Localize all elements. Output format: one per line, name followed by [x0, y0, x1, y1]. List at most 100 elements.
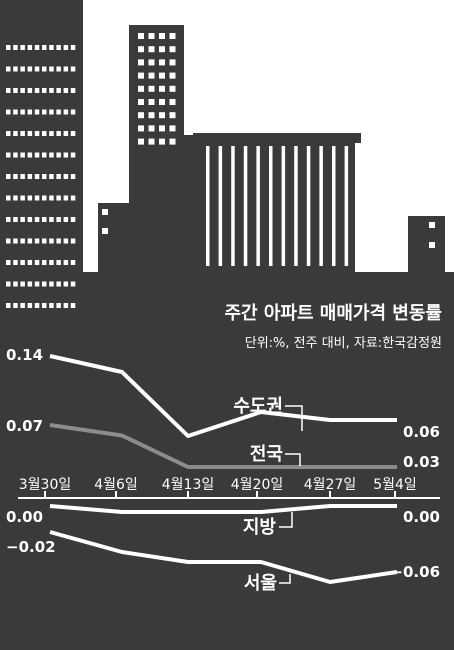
window — [13, 152, 18, 158]
window — [42, 217, 47, 222]
window — [102, 209, 108, 215]
window — [169, 59, 176, 66]
window — [63, 238, 69, 244]
window — [70, 260, 76, 265]
end-value-label: 0.06 — [403, 423, 440, 441]
window — [13, 88, 18, 93]
window — [6, 45, 11, 50]
series-line-서울 — [49, 530, 398, 584]
building-roof — [193, 133, 361, 143]
window — [6, 109, 11, 115]
window-stripe — [319, 146, 323, 266]
window-stripe — [206, 146, 210, 266]
window — [159, 99, 165, 105]
window — [20, 152, 25, 158]
window — [34, 66, 40, 72]
x-tick-label: 4월27일 — [304, 477, 356, 493]
window — [20, 109, 25, 115]
window — [63, 281, 69, 287]
window — [169, 125, 176, 132]
window — [159, 59, 165, 66]
window — [148, 59, 155, 66]
window — [56, 281, 61, 287]
window — [429, 222, 435, 228]
window — [20, 88, 25, 93]
window — [42, 45, 47, 50]
window — [27, 109, 33, 115]
window — [49, 131, 54, 136]
window — [148, 99, 155, 105]
window — [63, 303, 69, 308]
window — [70, 109, 76, 115]
window-stripe — [231, 146, 235, 266]
x-tick-label: 4월13일 — [162, 477, 214, 493]
window — [56, 174, 61, 179]
window — [63, 88, 69, 93]
window — [63, 195, 69, 201]
window — [6, 131, 11, 136]
window — [42, 152, 47, 158]
window — [56, 45, 61, 50]
window — [159, 46, 165, 53]
window — [138, 46, 144, 53]
window — [70, 174, 76, 179]
window — [70, 195, 76, 201]
window-stripe — [256, 146, 260, 266]
window — [169, 46, 176, 53]
window — [20, 260, 25, 265]
window — [6, 303, 11, 308]
x-tick-label: 4월6일 — [94, 477, 138, 493]
series-leader-line — [285, 405, 303, 431]
window — [42, 109, 47, 115]
window — [20, 45, 25, 50]
series-name-label: 수도권 — [233, 396, 283, 417]
window — [56, 303, 61, 308]
window — [20, 281, 25, 287]
end-value-label: −0.06 — [390, 563, 440, 581]
window — [42, 131, 47, 136]
series-name-label: 전국 — [250, 444, 283, 465]
window — [13, 303, 18, 308]
window — [27, 174, 33, 179]
window-stripe — [306, 146, 311, 266]
window — [6, 260, 11, 265]
window — [70, 238, 76, 244]
window-stripe — [332, 146, 336, 266]
window-stripe — [243, 146, 248, 266]
window — [63, 217, 69, 222]
window — [6, 195, 11, 201]
window — [63, 131, 69, 136]
window — [63, 174, 69, 179]
series-leader-line — [279, 512, 293, 528]
window — [169, 33, 176, 39]
window — [49, 303, 54, 308]
window — [20, 303, 25, 308]
end-value-label: 0.03 — [403, 453, 440, 471]
chart-title: 주간 아파트 매매가격 변동률 — [224, 303, 442, 324]
window — [63, 66, 69, 72]
window — [49, 281, 54, 287]
window — [169, 99, 176, 105]
window — [6, 66, 11, 72]
window — [13, 195, 18, 201]
window — [70, 88, 76, 93]
window — [56, 88, 61, 93]
window — [13, 109, 18, 115]
window — [70, 45, 76, 50]
window — [49, 174, 54, 179]
x-axis: 3월30일 4월6일 4월13일 4월20일 4월27일 5월4일 — [18, 477, 440, 499]
window — [70, 281, 76, 287]
window — [20, 131, 25, 136]
window — [34, 174, 40, 179]
window — [27, 195, 33, 201]
window — [34, 88, 40, 93]
series-line-전국 — [49, 423, 397, 469]
window-stripe — [218, 146, 223, 266]
window — [159, 33, 165, 39]
window — [42, 88, 47, 93]
window — [34, 281, 40, 287]
window — [148, 33, 155, 39]
window — [70, 152, 76, 158]
window — [6, 88, 11, 93]
